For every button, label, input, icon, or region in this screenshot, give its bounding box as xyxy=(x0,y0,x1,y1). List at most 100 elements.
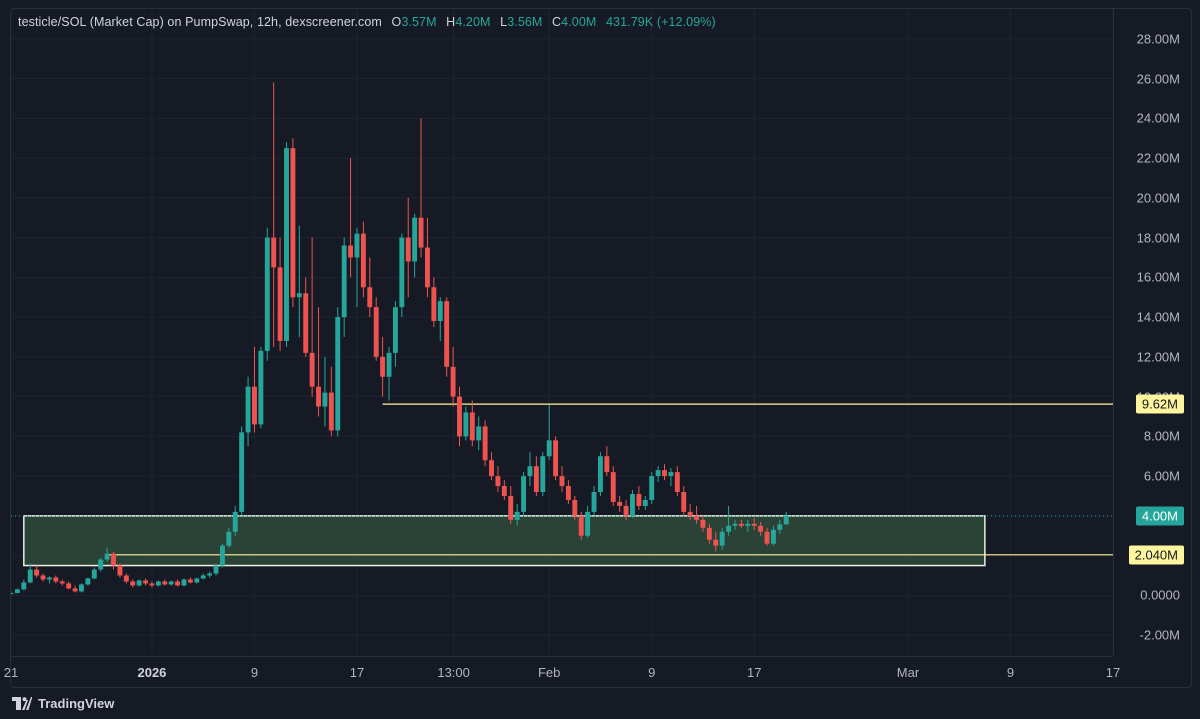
candle-body xyxy=(501,486,507,496)
candle-body xyxy=(296,293,302,298)
candle-body xyxy=(360,233,366,288)
candle-body xyxy=(348,245,354,258)
candle-body xyxy=(437,301,443,322)
x-tick-label: 21 xyxy=(3,665,19,680)
candle-body xyxy=(264,237,270,351)
y-tick-label: 22.00M xyxy=(1136,150,1180,166)
candle-body xyxy=(130,581,136,586)
candle-body xyxy=(540,456,546,493)
open-value: 3.57M xyxy=(401,15,437,29)
candle-body xyxy=(719,531,725,546)
candle-body xyxy=(405,237,411,262)
candle-body xyxy=(591,492,597,512)
brand-name: TradingView xyxy=(38,695,115,711)
candle-body xyxy=(412,217,418,262)
x-tick-label: Feb xyxy=(537,665,561,680)
candle-body xyxy=(444,301,450,367)
candle-body xyxy=(655,470,661,477)
candle-body xyxy=(200,575,206,579)
candle-body xyxy=(79,584,84,592)
candle-body xyxy=(738,523,744,526)
candle-body xyxy=(604,456,610,473)
candle-body xyxy=(597,456,603,493)
hline-price-tag: 9.62M xyxy=(1135,394,1184,414)
candle-body xyxy=(316,386,321,407)
candle-body xyxy=(681,492,687,512)
candle-body xyxy=(367,287,373,308)
candle-body xyxy=(252,386,257,425)
chart-plot-area[interactable] xyxy=(11,9,1113,655)
candle-body xyxy=(469,412,475,441)
x-tick-label: 9 xyxy=(1006,665,1015,680)
candle-body xyxy=(104,553,110,560)
candle-body xyxy=(14,589,20,593)
candle-body xyxy=(123,575,129,582)
candle-body xyxy=(277,267,283,341)
support-zone xyxy=(23,515,986,567)
time-axis[interactable]: 21 2026 9 17 13:00 Feb 9 17 Mar 9 17 xyxy=(4,656,1120,688)
candle-body xyxy=(168,581,174,585)
x-tick-label: 13:00 xyxy=(437,665,470,680)
candle-body xyxy=(559,476,565,487)
y-tick-label: 8.00M xyxy=(1143,428,1180,444)
candle-body xyxy=(533,466,539,493)
close-label: C xyxy=(552,15,562,29)
candle-body xyxy=(694,515,699,520)
candle-body xyxy=(585,511,591,536)
candle-body xyxy=(508,495,514,520)
y-tick-label: 26.00M xyxy=(1136,71,1180,87)
y-tick-label: 16.00M xyxy=(1136,269,1180,285)
candle-body xyxy=(668,472,674,477)
candle-body xyxy=(674,472,680,493)
candle-body xyxy=(373,307,379,357)
x-tick-label: 2026 xyxy=(137,665,167,680)
candlestick-chart[interactable] xyxy=(11,9,1113,655)
candle-body xyxy=(258,350,264,425)
open-label: O xyxy=(391,15,402,29)
candle-body xyxy=(565,486,571,500)
candle-body xyxy=(136,580,142,586)
candle-body xyxy=(162,581,168,585)
candle-body xyxy=(380,356,386,377)
candle-body xyxy=(245,386,251,433)
candle-body xyxy=(309,352,315,387)
candle-body xyxy=(450,366,456,397)
high-label: H xyxy=(446,15,456,29)
change-value: 431.79K (+12.09%) xyxy=(606,15,716,29)
candle-body xyxy=(623,505,629,516)
candle-body xyxy=(495,476,501,487)
candle-body xyxy=(34,569,40,576)
candle-body xyxy=(630,493,635,516)
candle-body xyxy=(642,499,648,506)
candle-body xyxy=(700,519,706,528)
y-tick-label: -2.00M xyxy=(1139,627,1180,643)
candle-body xyxy=(726,525,732,532)
x-tick-label: 17 xyxy=(746,665,762,680)
candle-body xyxy=(341,245,347,318)
candle-body xyxy=(546,440,552,457)
y-tick-label: 12.00M xyxy=(1136,349,1180,365)
close-value: 4.00M xyxy=(561,15,597,29)
candle-body xyxy=(194,578,200,583)
candle-body xyxy=(578,515,584,536)
y-tick-label: 24.00M xyxy=(1136,110,1180,126)
candle-body xyxy=(476,426,482,441)
candle-body xyxy=(553,440,559,477)
y-tick-label: 6.00M xyxy=(1143,468,1180,484)
y-tick-label: 20.00M xyxy=(1136,190,1180,206)
candle-body xyxy=(72,588,78,592)
candle-body xyxy=(572,499,578,516)
candle-body xyxy=(386,352,392,377)
candle-body xyxy=(175,581,181,586)
price-axis[interactable]: -2.00M0.00002.00M4.00M6.00M8.00M10.00M12… xyxy=(1113,9,1192,655)
tradingview-branding[interactable]: TradingView xyxy=(12,694,114,712)
candle-body xyxy=(687,511,693,516)
low-value: 3.56M xyxy=(507,15,543,29)
candle-body xyxy=(98,559,104,570)
candle-body xyxy=(662,470,667,477)
candle-body xyxy=(239,432,245,512)
symbol-title: testicle/SOL (Market Cap) on PumpSwap, 1… xyxy=(18,15,382,29)
candle-body xyxy=(617,501,623,506)
candle-body xyxy=(117,565,123,576)
candle-body xyxy=(66,583,72,589)
